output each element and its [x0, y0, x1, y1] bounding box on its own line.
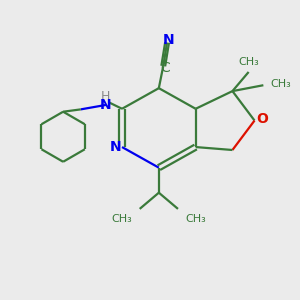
Text: N: N: [110, 140, 122, 154]
Text: N: N: [163, 33, 175, 46]
Text: CH₃: CH₃: [112, 214, 132, 224]
Text: H: H: [101, 91, 110, 103]
Text: CH₃: CH₃: [271, 79, 292, 89]
Text: CH₃: CH₃: [185, 214, 206, 224]
Text: C: C: [160, 61, 170, 75]
Text: CH₃: CH₃: [239, 57, 260, 67]
Text: N: N: [100, 98, 112, 112]
Text: O: O: [256, 112, 268, 126]
